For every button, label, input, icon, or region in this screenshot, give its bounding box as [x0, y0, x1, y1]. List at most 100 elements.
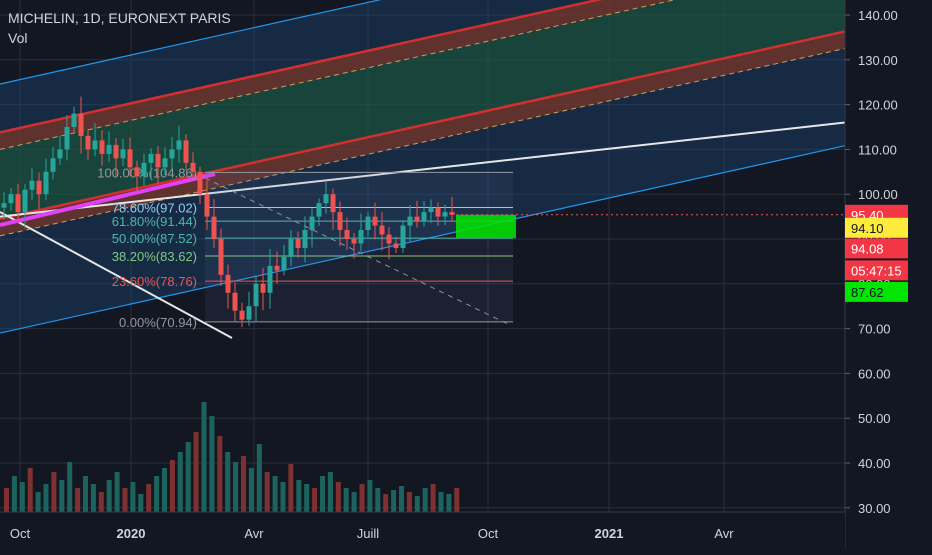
candle-body[interactable] [57, 149, 63, 159]
candle-body[interactable] [64, 127, 70, 150]
median-pitch-line[interactable] [0, 121, 846, 218]
candle-body[interactable] [323, 194, 329, 204]
candle-body[interactable] [316, 203, 322, 217]
candle-body[interactable] [183, 140, 189, 163]
candle-body[interactable] [169, 149, 175, 159]
candle-body[interactable] [372, 216, 378, 226]
candle-body[interactable] [211, 216, 217, 239]
diagonal-dashed-line[interactable] [204, 177, 511, 326]
magenta-trend-line[interactable] [0, 172, 216, 227]
candle-body[interactable] [162, 158, 168, 168]
candle-body[interactable] [218, 239, 224, 275]
candle-body[interactable] [428, 207, 434, 213]
candle-body[interactable] [36, 180, 42, 195]
candle-body[interactable] [246, 306, 252, 320]
candle-body[interactable] [99, 140, 105, 154]
price-badge[interactable] [845, 217, 908, 238]
volume-bar [241, 456, 246, 512]
channel-lower-red-line[interactable] [0, 30, 846, 221]
candle-body[interactable] [85, 135, 91, 150]
fib-level-label: 38.20%(83.62) [112, 249, 197, 264]
candle-body[interactable] [295, 239, 301, 248]
candle-body[interactable] [414, 216, 420, 222]
volume-bar [288, 464, 294, 512]
candle-body[interactable] [29, 180, 35, 190]
candle-body[interactable] [176, 140, 182, 150]
price-badge[interactable] [845, 281, 908, 302]
candle-body[interactable] [344, 230, 350, 239]
candle-body[interactable] [421, 212, 427, 222]
candle-body[interactable] [267, 265, 273, 293]
candle-body[interactable] [78, 113, 84, 136]
candle-body[interactable] [351, 239, 357, 244]
candle-body[interactable] [358, 230, 364, 244]
volume-bar [83, 476, 88, 512]
chart-legend: MICHELIN, 1D, EURONEXT PARIS Vol [8, 8, 231, 48]
candle-body[interactable] [134, 167, 140, 177]
volume-bar [233, 462, 239, 512]
channel-lower-dashed-line[interactable] [0, 47, 846, 237]
volume-indicator-label[interactable]: Vol [8, 30, 28, 46]
candle-body[interactable] [435, 207, 441, 217]
candle-body[interactable] [225, 274, 231, 293]
candle-body[interactable] [141, 162, 147, 177]
fib-level-label: 61.80%(91.44) [112, 214, 197, 229]
candle-body[interactable] [50, 158, 56, 172]
candle-body[interactable] [190, 162, 196, 172]
candle-body[interactable] [197, 171, 203, 195]
candle-body[interactable] [1, 203, 7, 208]
candle-body[interactable] [302, 230, 308, 248]
price-tick-label: 30.00 [858, 501, 891, 516]
candle-body[interactable] [155, 153, 161, 168]
price-badge[interactable] [845, 238, 908, 259]
volume-bar [375, 488, 381, 512]
symbol-title[interactable]: MICHELIN, 1D, EURONEXT PARIS [8, 10, 231, 26]
candle-body[interactable] [337, 212, 343, 231]
volume-bar [248, 468, 254, 512]
candle-body[interactable] [8, 194, 14, 204]
candle-body[interactable] [22, 189, 28, 213]
candle-body[interactable] [232, 292, 238, 311]
candle-body[interactable] [281, 256, 287, 271]
candle-body[interactable] [407, 216, 413, 226]
candle-body[interactable] [260, 283, 266, 293]
candle-body[interactable] [204, 194, 210, 217]
price-tick-label: 70.00 [858, 322, 891, 337]
candle-body[interactable] [106, 144, 112, 154]
time-axis-panel [0, 512, 845, 550]
candle-body[interactable] [92, 140, 98, 150]
candle-body[interactable] [253, 283, 259, 307]
candle-body[interactable] [239, 310, 245, 320]
candle-body[interactable] [71, 113, 77, 127]
volume-bar [399, 486, 404, 512]
candle-body[interactable] [386, 234, 392, 244]
time-tick-label: Oct [10, 526, 31, 541]
candle-body[interactable] [309, 216, 315, 231]
channel-lower-red-band [0, 31, 845, 236]
candle-body[interactable] [449, 212, 455, 215]
candle-body[interactable] [43, 171, 49, 195]
candle-body[interactable] [148, 153, 154, 163]
candle-body[interactable] [393, 243, 399, 248]
candle-body[interactable] [15, 194, 21, 213]
channel-upper-red-line[interactable] [0, 0, 845, 134]
price-badge[interactable] [845, 260, 908, 281]
candle-body[interactable] [365, 216, 371, 231]
candle-body[interactable] [127, 149, 133, 168]
decline-trend-line[interactable] [0, 211, 233, 339]
candle-body[interactable] [330, 194, 336, 213]
candle-body[interactable] [400, 225, 406, 248]
candle-body[interactable] [288, 239, 294, 257]
channel-upper-blue-line[interactable] [0, 0, 845, 85]
target-green-box[interactable] [456, 214, 516, 239]
channel-upper-dashed-line[interactable] [0, 0, 845, 150]
candle-body[interactable] [120, 149, 126, 159]
candle-body[interactable] [442, 212, 448, 217]
candle-body[interactable] [379, 225, 385, 235]
candle-body[interactable] [274, 265, 280, 271]
volume-bar [391, 490, 397, 512]
channel-lower-blue-line[interactable] [0, 145, 846, 334]
candle-body[interactable] [113, 144, 119, 159]
